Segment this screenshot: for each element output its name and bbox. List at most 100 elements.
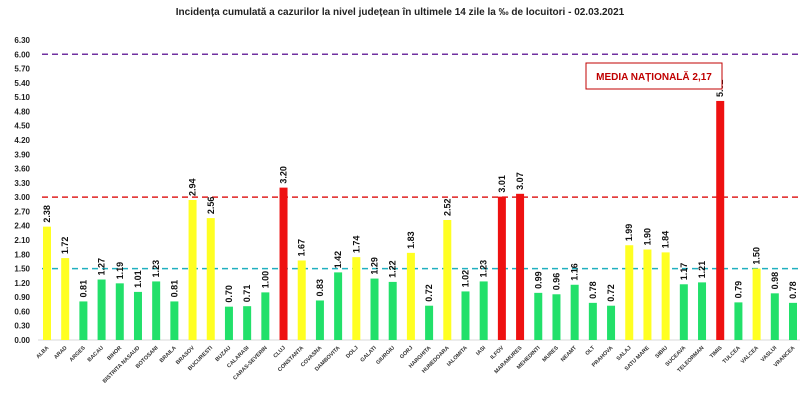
bar-prahova [607,305,616,340]
x-tick-label: GIURGIU [375,345,396,366]
bar-braila [170,301,179,340]
bar-galati [370,278,379,340]
bar-value-label: 1.42 [333,251,343,269]
y-tick-label: 5.40 [14,79,30,88]
bar-dambovita [334,272,343,340]
y-tick-label: 3.00 [14,193,30,202]
bar-value-label: 1.74 [351,236,361,254]
bar-dolj [352,257,361,340]
x-tick-label: TIMIS [709,345,724,360]
bar-value-label: 1.16 [570,263,580,281]
bar-cluj [279,187,288,340]
bar-mures [552,294,561,340]
bar-satu-mare [643,249,652,340]
bar-value-label: 1.22 [388,260,398,278]
x-tick-label: OLT [585,345,597,357]
bar-value-label: 2.94 [188,178,198,196]
bar-value-label: 1.02 [460,270,470,288]
bar-botosani [152,281,161,340]
bar-value-label: 0.81 [169,280,179,298]
bar-value-label: 0.72 [424,284,434,302]
bar-value-label: 0.79 [733,281,743,299]
bar-vrancea [789,302,797,340]
y-tick-label: 1.50 [14,265,30,274]
bar-value-label: 0.72 [606,284,616,302]
x-tick-label: DOLJ [345,345,360,360]
y-tick-label: 4.50 [14,122,30,131]
bar-value-label: 1.17 [679,263,689,281]
x-tick-label: ARAD [53,345,68,360]
bar-value-label: 1.00 [260,271,270,289]
bar-calarasi [243,306,252,340]
x-tick-label: CLUJ [273,345,287,359]
x-tick-label: VALCEA [740,345,760,365]
bar-sibiu [661,252,670,340]
y-tick-label: 3.90 [14,150,30,159]
y-tick-label: 1.80 [14,250,30,259]
bar-value-label: 1.29 [370,257,380,275]
bar-value-label: 3.01 [497,175,507,193]
bar-value-label: 1.99 [624,224,634,242]
bar-gorj [406,252,415,340]
bar-value-label: 0.98 [770,272,780,290]
y-tick-label: 5.10 [14,93,30,102]
bar-value-label: 0.78 [588,281,598,299]
x-tick-label: ALBA [35,345,50,360]
national-average-annotation: MEDIA NAȚIONALĂ 2,17 [585,62,723,90]
bar-value-label: 0.81 [78,280,88,298]
annotation-text: MEDIA NAȚIONALĂ 2,17 [596,70,712,83]
bar-value-label: 2.38 [42,205,52,223]
bar-value-label: 2.52 [442,198,452,216]
x-tick-label: BIHOR [106,345,123,362]
bar-value-label: 0.96 [551,273,561,291]
x-tick-label: SALAJ [616,345,633,362]
bar-value-label: 1.23 [151,260,161,278]
bar-buzau [224,306,233,340]
bar-value-label: 3.07 [515,172,525,190]
bar-value-label: 1.67 [297,239,307,257]
bar-value-label: 0.78 [788,281,798,299]
x-tick-label: BUZAU [215,345,233,363]
y-tick-label: 6.00 [14,50,30,59]
y-axis: 0.00 0.30 0.60 0.90 1.20 1.50 1.80 2.10 2.40 2.70… [14,36,800,345]
bar-value-label: 0.83 [315,279,325,297]
bar-value-label: 1.84 [661,231,671,249]
x-tick-label: ARGES [69,345,87,363]
bar-value-label: 1.90 [642,228,652,246]
bar-neamt [570,284,579,340]
bar-suceava [679,284,688,340]
bar-olt [588,302,597,340]
bar-iasi [479,281,488,340]
chart-title: Incidența cumulată a cazurilor la nivel … [176,7,625,18]
y-tick-label: 2.40 [14,222,30,231]
x-tick-label: SIBIU [654,345,669,360]
y-tick-label: 2.10 [14,236,30,245]
bar-brasov [188,200,197,340]
x-tick-label: IASI [475,345,487,357]
bar-harghita [425,305,434,340]
bar-value-label: 1.72 [60,237,70,255]
bar-timis [716,100,725,340]
y-tick-label: 3.30 [14,179,30,188]
bar-bacau [97,279,106,340]
x-tick-label: MURES [542,345,561,364]
y-tick-label: 3.60 [14,165,30,174]
bar-value-label: 1.27 [97,258,107,276]
bar-value-label: 3.20 [279,166,289,184]
bar-value-label: 1.23 [479,260,489,278]
bar-value-label: 0.70 [224,285,234,303]
y-tick-label: 0.30 [14,322,30,331]
bar-salaj [625,245,634,340]
bar-teleorman [698,282,707,340]
bar-arad [61,258,70,340]
y-tick-label: 4.20 [14,136,30,145]
reference-lines [42,53,800,270]
bars: 2.38 1.72 0.81 1.27 1.19 1.01 1.23 0.81 2.94 2.56… [42,79,798,340]
bar-value-label: 1.50 [752,247,762,265]
bar-constanta [297,260,306,340]
bar-giurgiu [388,281,397,340]
bar-maramures [516,193,525,340]
y-tick-label: 0.60 [14,307,30,316]
